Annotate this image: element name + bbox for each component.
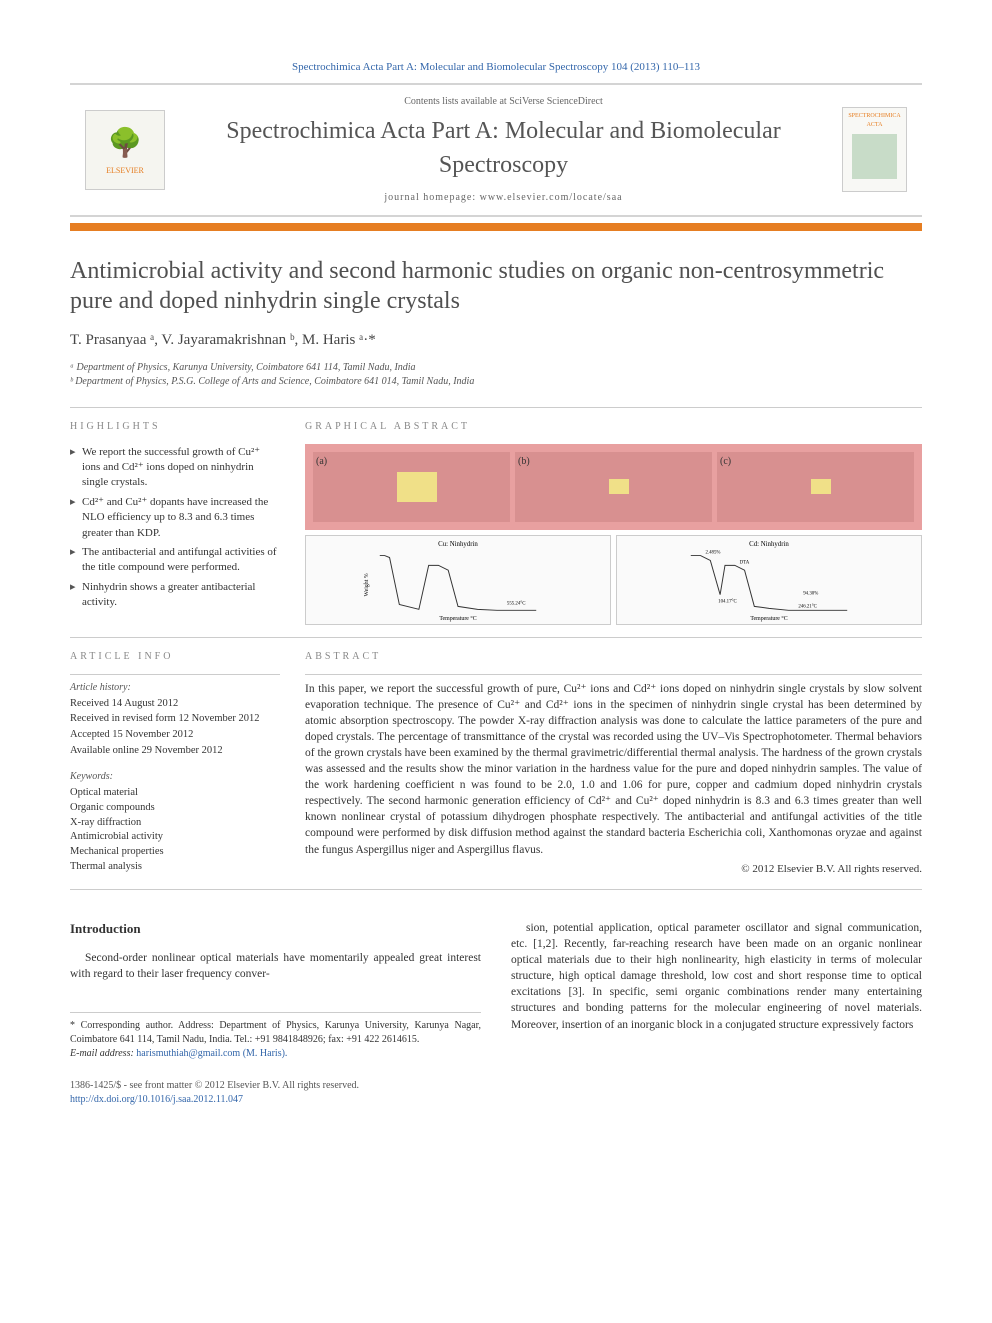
affiliation-b: ᵇ Department of Physics, P.S.G. College … (70, 375, 922, 389)
thumb-title: SPECTROCHIMICA ACTA (847, 112, 902, 129)
history-item: Received 14 August 2012 (70, 697, 280, 712)
journal-banner: 🌳 ELSEVIER Contents lists available at S… (70, 83, 922, 216)
highlights-header: HIGHLIGHTS (70, 420, 280, 434)
history-item: Received in revised form 12 November 201… (70, 712, 280, 727)
affiliation-a: ᵃ Department of Physics, Karunya Univers… (70, 361, 922, 375)
crystal-icon (609, 479, 629, 494)
svg-text:2.485%: 2.485% (705, 550, 720, 555)
crystal-icon (811, 479, 831, 494)
svg-text:246.21°C: 246.21°C (798, 604, 817, 609)
footnote-block: * Corresponding author. Address: Departm… (70, 1012, 481, 1061)
highlights-ga-row: HIGHLIGHTS We report the successful grow… (70, 420, 922, 625)
info-abstract-row: ARTICLE INFO Article history: Received 1… (70, 650, 922, 877)
svg-text:DTA: DTA (740, 560, 750, 565)
introduction-section: Introduction Second-order nonlinear opti… (70, 920, 922, 1061)
authors-line: T. Prasanyaa ᵃ, V. Jayaramakrishnan ᵇ, M… (70, 330, 922, 351)
divider (70, 889, 922, 890)
history-item: Available online 29 November 2012 (70, 744, 280, 759)
contents-line: Contents lists available at SciVerse Sci… (180, 95, 827, 109)
abstract-col: ABSTRACT In this paper, we report the su… (305, 650, 922, 877)
divider (305, 674, 922, 675)
crystal-icon (397, 472, 437, 502)
highlights-col: HIGHLIGHTS We report the successful grow… (70, 420, 280, 625)
introduction-columns: Introduction Second-order nonlinear opti… (70, 920, 922, 1061)
divider (70, 637, 922, 638)
keywords-label: Keywords: (70, 770, 280, 784)
keyword-item: Thermal analysis (70, 860, 280, 875)
intro-col-right: sion, potential application, optical par… (511, 920, 922, 1061)
footer: 1386-1425/$ - see front matter © 2012 El… (70, 1079, 922, 1107)
intro-paragraph: Second-order nonlinear optical materials… (70, 950, 481, 982)
svg-text:Temperature °C: Temperature °C (439, 615, 476, 622)
svg-text:94.30%: 94.30% (803, 591, 818, 596)
abstract-header: ABSTRACT (305, 650, 922, 664)
ga-header: GRAPHICAL ABSTRACT (305, 420, 922, 434)
journal-cover-thumb: SPECTROCHIMICA ACTA (842, 107, 907, 192)
article-info-col: ARTICLE INFO Article history: Received 1… (70, 650, 280, 877)
ga-chart-cu: Cu: Ninhydrin Temperature °C Weight % 55… (305, 535, 611, 625)
keyword-item: Organic compounds (70, 801, 280, 816)
email-address[interactable]: harismuthiah@gmail.com (M. Haris). (136, 1048, 287, 1059)
publisher-name: ELSEVIER (106, 165, 144, 176)
highlights-list: We report the successful growth of Cu²⁺ … (70, 445, 280, 611)
divider (70, 407, 922, 408)
history-item: Accepted 15 November 2012 (70, 728, 280, 743)
article-info-header: ARTICLE INFO (70, 650, 280, 664)
highlight-item: We report the successful growth of Cu²⁺ … (70, 445, 280, 491)
banner-center: Contents lists available at SciVerse Sci… (165, 95, 842, 204)
ga-photo-row: (a) (b) (c) (305, 444, 922, 530)
svg-text:Temperature °C: Temperature °C (750, 615, 787, 622)
email-label: E-mail address: (70, 1048, 134, 1059)
journal-name: Spectrochimica Acta Part A: Molecular an… (180, 115, 827, 182)
intro-paragraph: sion, potential application, optical par… (511, 920, 922, 1033)
journal-citation: Spectrochimica Acta Part A: Molecular an… (70, 60, 922, 75)
introduction-header: Introduction (70, 920, 481, 938)
abstract-text: In this paper, we report the successful … (305, 681, 922, 858)
highlight-item: Cd²⁺ and Cu²⁺ dopants have increased the… (70, 495, 280, 541)
chart-title: Cd: Ninhydrin (749, 540, 789, 547)
keyword-item: Optical material (70, 786, 280, 801)
keywords-list: Optical material Organic compounds X-ray… (70, 786, 280, 874)
highlight-item: Ninhydrin shows a greater antibacterial … (70, 580, 280, 611)
copyright: © 2012 Elsevier B.V. All rights reserved… (305, 862, 922, 877)
svg-text:555.24°C: 555.24°C (507, 601, 526, 606)
affiliations: ᵃ Department of Physics, Karunya Univers… (70, 361, 922, 389)
chart-title: Cu: Ninhydrin (438, 540, 478, 547)
orange-divider (70, 223, 922, 231)
ga-photo-b: (b) (515, 452, 712, 522)
email-line: E-mail address: harismuthiah@gmail.com (… (70, 1047, 481, 1061)
tga-chart-icon: Cd: Ninhydrin Temperature °C 2.485% DTA … (617, 536, 921, 624)
intro-col-left: Introduction Second-order nonlinear opti… (70, 920, 481, 1061)
tree-icon: 🌳 (108, 124, 143, 163)
divider (70, 674, 280, 675)
highlight-item: The antibacterial and antifungal activit… (70, 545, 280, 576)
article-title: Antimicrobial activity and second harmon… (70, 256, 922, 316)
ga-photo-a: (a) (313, 452, 510, 522)
keyword-item: Antimicrobial activity (70, 830, 280, 845)
footer-copyright: 1386-1425/$ - see front matter © 2012 El… (70, 1079, 922, 1093)
graphical-abstract: (a) (b) (c) Cu: Ninhydrin Temperature °C… (305, 444, 922, 625)
footer-doi[interactable]: http://dx.doi.org/10.1016/j.saa.2012.11.… (70, 1093, 922, 1107)
tga-chart-icon: Cu: Ninhydrin Temperature °C Weight % 55… (306, 536, 610, 624)
keyword-item: X-ray diffraction (70, 816, 280, 831)
ga-chart-cd: Cd: Ninhydrin Temperature °C 2.485% DTA … (616, 535, 922, 625)
corresponding-author: * Corresponding author. Address: Departm… (70, 1019, 481, 1047)
keyword-item: Mechanical properties (70, 845, 280, 860)
svg-text:Weight %: Weight % (364, 573, 370, 596)
thumb-image (852, 134, 897, 179)
journal-homepage: journal homepage: www.elsevier.com/locat… (180, 191, 827, 205)
history-label: Article history: (70, 681, 280, 695)
ga-photo-c: (c) (717, 452, 914, 522)
ga-chart-row: Cu: Ninhydrin Temperature °C Weight % 55… (305, 535, 922, 625)
graphical-abstract-col: GRAPHICAL ABSTRACT (a) (b) (c) Cu: Ninhy… (305, 420, 922, 625)
svg-text:104.17°C: 104.17°C (718, 599, 737, 604)
publisher-logo: 🌳 ELSEVIER (85, 110, 165, 190)
